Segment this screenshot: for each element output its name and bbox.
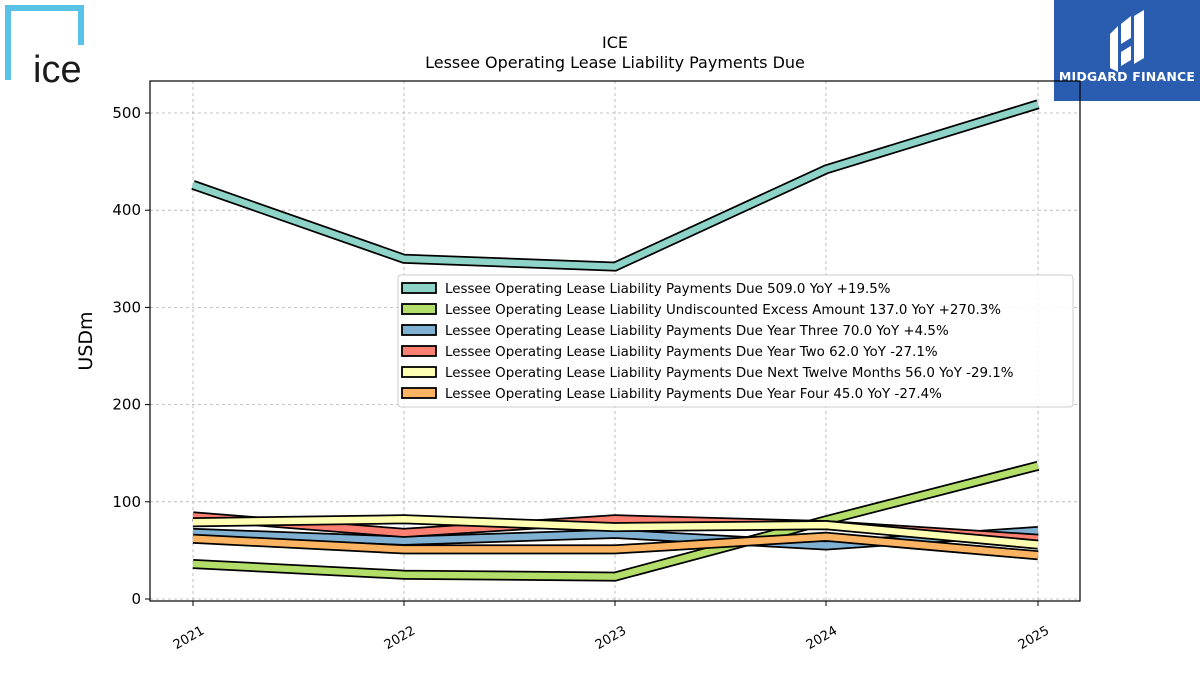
legend-label: Lessee Operating Lease Liability Payment… <box>445 345 938 360</box>
midgard-finance-logo: MIDGARD FINANCE <box>1054 0 1200 101</box>
y-tick-label: 100 <box>112 493 141 511</box>
series-6 <box>192 531 1039 561</box>
y-tick-label: 400 <box>112 201 141 219</box>
legend-item: Lessee Operating Lease Liability Payment… <box>401 324 949 339</box>
legend-swatch <box>401 303 437 315</box>
series-1 <box>191 99 1040 272</box>
x-tick-label: 2025 <box>1016 623 1052 653</box>
legend-box <box>397 274 1074 408</box>
ice-logo-bracket <box>5 5 84 80</box>
ice-logo: ice <box>5 5 84 91</box>
series-line <box>192 516 1039 548</box>
series-line <box>191 101 1039 270</box>
legend-swatch <box>401 345 437 357</box>
midgard-logo-text: MIDGARD FINANCE <box>1059 69 1195 84</box>
legend-label: Lessee Operating Lease Liability Payment… <box>445 366 1014 381</box>
legend-swatch <box>401 324 437 336</box>
series-line-outline <box>191 99 1040 272</box>
legend-swatch <box>401 282 437 294</box>
legend-item: Lessee Operating Lease Liability Payment… <box>401 345 938 360</box>
legend-item: Lessee Operating Lease Liability Payment… <box>401 387 942 402</box>
y-tick-label: 300 <box>112 298 141 316</box>
chart-title: ICE <box>602 33 628 52</box>
y-axis-label: USDm <box>75 311 97 370</box>
legend-item: Lessee Operating Lease Liability Payment… <box>401 366 1014 381</box>
x-tick-label: 2021 <box>171 623 207 653</box>
legend-label: Lessee Operating Lease Liability Payment… <box>445 324 949 339</box>
legend-label: Lessee Operating Lease Liability Undisco… <box>445 303 1001 318</box>
legend-item: Lessee Operating Lease Liability Undisco… <box>401 303 1001 318</box>
legend-swatch <box>401 366 437 378</box>
x-tick-label: 2023 <box>593 623 629 653</box>
legend-label: Lessee Operating Lease Liability Payment… <box>445 387 942 402</box>
series-line <box>192 533 1039 559</box>
series-5 <box>192 514 1039 550</box>
legend-item: Lessee Operating Lease Liability Payment… <box>401 282 891 297</box>
ice-logo-text: ice <box>33 49 82 91</box>
series-line <box>192 462 1039 580</box>
legend-label: Lessee Operating Lease Liability Payment… <box>445 282 891 297</box>
legend-swatch <box>401 387 437 399</box>
y-tick-label: 200 <box>112 396 141 414</box>
y-tick-label: 0 <box>131 590 141 608</box>
series-2 <box>192 460 1040 582</box>
series-lines <box>191 99 1040 582</box>
chart-subtitle: Lessee Operating Lease Liability Payment… <box>425 53 805 72</box>
legend: Lessee Operating Lease Liability Payment… <box>397 274 1074 408</box>
y-tick-label: 500 <box>112 104 141 122</box>
x-tick-label: 2022 <box>382 623 418 653</box>
x-tick-label: 2024 <box>804 623 840 653</box>
midgard-logo-mark <box>1110 10 1144 72</box>
